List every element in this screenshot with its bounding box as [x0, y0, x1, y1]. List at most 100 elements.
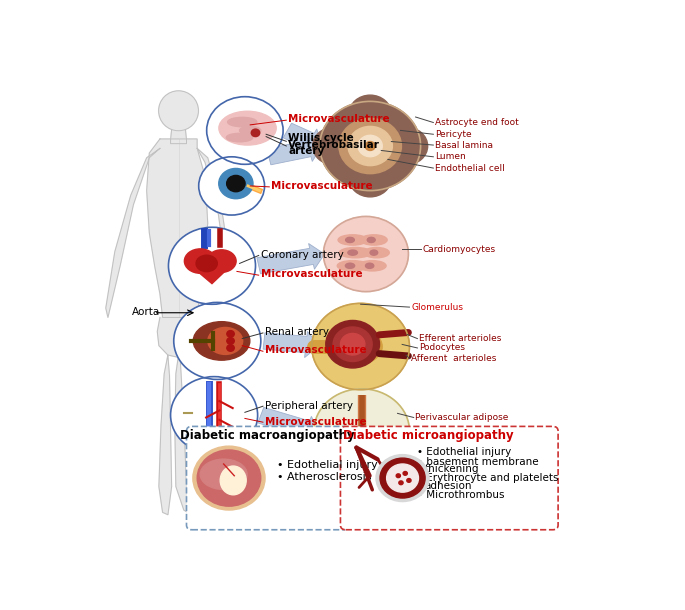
- FancyArrow shape: [257, 243, 325, 274]
- Circle shape: [349, 159, 391, 197]
- Ellipse shape: [328, 328, 382, 365]
- Ellipse shape: [206, 169, 258, 198]
- Ellipse shape: [367, 237, 375, 243]
- Text: • Erythrocyte and platelets: • Erythrocyte and platelets: [417, 473, 559, 483]
- Polygon shape: [159, 355, 172, 515]
- Circle shape: [386, 464, 419, 492]
- FancyArrow shape: [266, 136, 322, 165]
- Circle shape: [312, 303, 410, 390]
- Circle shape: [197, 450, 261, 506]
- Ellipse shape: [219, 111, 276, 145]
- Ellipse shape: [200, 459, 247, 489]
- Circle shape: [348, 126, 393, 166]
- Circle shape: [320, 101, 421, 190]
- Circle shape: [227, 331, 234, 337]
- Circle shape: [349, 95, 391, 132]
- Circle shape: [396, 474, 401, 478]
- FancyBboxPatch shape: [340, 426, 558, 529]
- Circle shape: [365, 142, 375, 151]
- Ellipse shape: [208, 328, 242, 354]
- Circle shape: [385, 127, 427, 165]
- Ellipse shape: [338, 235, 367, 245]
- Circle shape: [171, 376, 258, 454]
- Circle shape: [340, 334, 365, 355]
- Circle shape: [174, 303, 261, 379]
- Text: Willis cycle: Willis cycle: [288, 133, 354, 143]
- Circle shape: [326, 320, 379, 368]
- Text: artery: artery: [288, 146, 325, 156]
- Text: Cardiomyocytes: Cardiomyocytes: [423, 245, 496, 254]
- Text: Vertebrobasilar: Vertebrobasilar: [288, 140, 380, 149]
- Text: Basal lamina: Basal lamina: [435, 140, 493, 149]
- Text: adhesion: adhesion: [425, 481, 473, 490]
- Text: Peripheral artery: Peripheral artery: [265, 401, 353, 411]
- Text: • Microthrombus: • Microthrombus: [417, 489, 505, 500]
- Ellipse shape: [159, 91, 199, 131]
- FancyArrow shape: [263, 331, 319, 357]
- Text: Endothelial cell: Endothelial cell: [435, 163, 505, 173]
- Text: Diabetic macroangiopathy: Diabetic macroangiopathy: [180, 429, 355, 442]
- Ellipse shape: [184, 249, 216, 273]
- Circle shape: [339, 118, 401, 174]
- Ellipse shape: [345, 263, 355, 268]
- Text: Microvasculature: Microvasculature: [271, 181, 373, 191]
- Ellipse shape: [226, 134, 253, 142]
- Circle shape: [251, 129, 260, 137]
- Text: Pericyte: Pericyte: [435, 130, 471, 138]
- Ellipse shape: [366, 263, 374, 268]
- Ellipse shape: [193, 321, 250, 360]
- Text: • Edothelial injury: • Edothelial injury: [277, 461, 377, 470]
- Text: Microvasculature: Microvasculature: [261, 269, 362, 279]
- Ellipse shape: [220, 466, 246, 495]
- Circle shape: [333, 327, 372, 362]
- Text: Coronary artery: Coronary artery: [261, 250, 344, 260]
- Polygon shape: [147, 139, 208, 317]
- Polygon shape: [105, 148, 160, 317]
- FancyArrow shape: [283, 123, 322, 152]
- Text: Podocytes: Podocytes: [419, 343, 465, 353]
- Circle shape: [207, 97, 283, 164]
- Text: Diabetic microangiopathy: Diabetic microangiopathy: [342, 429, 513, 442]
- Text: Renal artery: Renal artery: [265, 328, 329, 337]
- Circle shape: [314, 389, 410, 473]
- Text: Glomerulus: Glomerulus: [411, 303, 463, 312]
- Ellipse shape: [346, 237, 354, 243]
- Ellipse shape: [364, 248, 389, 258]
- Ellipse shape: [196, 255, 217, 271]
- Ellipse shape: [227, 117, 257, 127]
- Polygon shape: [171, 129, 186, 144]
- Circle shape: [407, 479, 411, 483]
- Ellipse shape: [240, 126, 261, 135]
- Ellipse shape: [360, 235, 387, 245]
- Ellipse shape: [337, 260, 368, 271]
- Circle shape: [312, 127, 355, 165]
- Circle shape: [227, 176, 245, 192]
- Circle shape: [364, 459, 370, 464]
- FancyArrow shape: [258, 407, 319, 441]
- Circle shape: [372, 456, 378, 462]
- Circle shape: [399, 481, 403, 485]
- Circle shape: [199, 157, 264, 215]
- Circle shape: [380, 458, 425, 498]
- Polygon shape: [175, 355, 188, 512]
- Ellipse shape: [358, 260, 386, 271]
- Circle shape: [358, 135, 382, 157]
- Text: Microvasculature: Microvasculature: [288, 113, 390, 124]
- Circle shape: [356, 456, 362, 461]
- Text: thickening: thickening: [425, 464, 479, 474]
- Text: Schwann cells: Schwann cells: [415, 440, 480, 449]
- Text: • basement membrane: • basement membrane: [417, 457, 539, 467]
- Text: Astrocyte end foot: Astrocyte end foot: [435, 118, 519, 127]
- Ellipse shape: [339, 248, 371, 258]
- Circle shape: [219, 168, 253, 199]
- Text: Aorta: Aorta: [132, 307, 160, 317]
- Text: • Edothelial injury: • Edothelial injury: [417, 447, 512, 458]
- Text: Lumen: Lumen: [435, 152, 466, 161]
- Polygon shape: [188, 264, 233, 284]
- Text: Afferent  arterioles: Afferent arterioles: [411, 354, 497, 363]
- Polygon shape: [158, 317, 199, 357]
- Text: Microvasculature: Microvasculature: [265, 417, 366, 427]
- Text: Perivascular adipose: Perivascular adipose: [415, 413, 509, 422]
- Circle shape: [369, 454, 375, 460]
- Circle shape: [403, 472, 408, 475]
